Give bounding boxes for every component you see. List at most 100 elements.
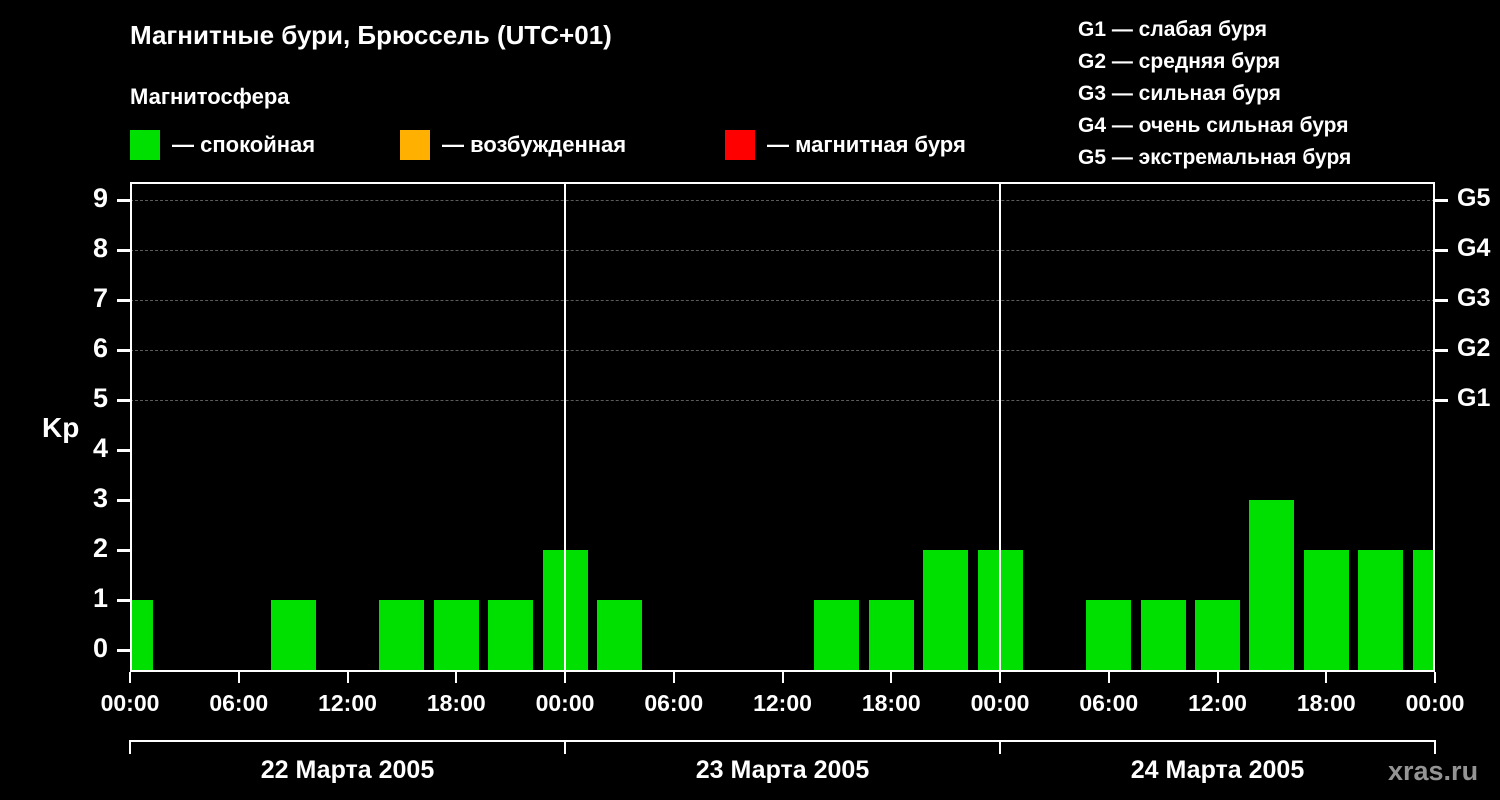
legend-swatch [725,130,755,160]
date-label: 24 Марта 2005 [1130,756,1305,784]
kp-bar [1086,600,1132,672]
magnetosphere-label: Магнитосфера [130,84,290,109]
kp-bar [130,600,153,672]
kp-bar [270,600,316,672]
kp-bar [433,600,479,672]
x-tick [1434,672,1436,683]
x-tick [1107,672,1110,683]
gridline [130,300,1435,301]
x-tick-label: 06:00 [209,690,269,716]
kp-bar [379,600,425,672]
storm-scale-legend: G1 — слабая буря G2 — средняя буря G3 — си… [1078,14,1351,174]
kp-bar [1195,600,1240,672]
legend-swatch [400,130,430,160]
x-tick-label: 00:00 [1405,690,1465,716]
kp-bar [814,600,860,672]
g-level-tick [1435,199,1448,202]
x-tick-label: 00:00 [970,690,1030,716]
y-tick-label: 4 [92,433,108,463]
y-tick-label: 6 [92,333,108,363]
y-tick-label: 2 [92,533,108,563]
g-level-tick [1435,399,1448,402]
legend-item: — магнитная буря [725,130,966,160]
date-axis-tick [999,740,1001,754]
y-tick [117,449,130,452]
kp-bar [1140,600,1186,672]
date-axis-tick [564,740,566,754]
y-tick [117,299,130,302]
kp-bar [1249,500,1295,672]
g-level-tick [1435,249,1448,252]
x-tick-label: 18:00 [426,690,486,716]
legend-item: — возбужденная [400,130,626,160]
storm-scale-line: G1 — слабая буря [1078,18,1268,41]
x-tick-label: 06:00 [1079,690,1139,716]
kp-bar [1412,550,1435,672]
y-axis-title: Kp [42,412,80,443]
g-level-label: G4 [1457,234,1491,262]
x-tick [999,672,1001,683]
legend-label: — магнитная буря [767,132,966,157]
y-tick-label: 9 [92,183,108,213]
legend-item: — спокойная [130,130,315,160]
legend-label: — возбужденная [442,132,627,157]
gridline [130,400,1435,401]
kp-bar [596,600,642,672]
day-divider [999,182,1001,672]
date-label: 22 Марта 2005 [260,756,435,784]
gridline [130,350,1435,351]
gridline [130,250,1435,251]
g-level-label: G1 [1457,384,1491,412]
x-tick-label: 12:00 [753,690,812,716]
x-tick [129,672,131,683]
y-tick [117,199,130,202]
y-tick-label: 5 [92,383,108,413]
date-axis-line [130,740,1435,742]
storm-scale-line: G4 — очень сильная буря [1078,114,1349,137]
x-tick [781,672,784,683]
y-tick-label: 7 [92,283,108,313]
legend-swatch [130,130,160,160]
g-level-tick [1435,299,1448,302]
y-tick [117,349,130,352]
kp-bar [488,600,534,672]
x-tick-label: 18:00 [861,690,921,716]
date-axis-tick [129,740,131,754]
chart-title: Магнитные бури, Брюссель (UTC+01) [130,20,612,50]
x-tick [564,672,566,683]
y-tick [117,649,130,652]
kp-bar [868,600,914,672]
storm-scale-line: G5 — экстремальная буря [1078,146,1352,169]
y-tick [117,249,130,252]
day-divider [564,182,566,672]
x-tick [455,672,458,683]
storm-scale-line: G3 — сильная буря [1078,82,1281,105]
y-tick [117,399,130,402]
x-tick-label: 00:00 [100,690,160,716]
g-level-label: G2 [1457,334,1491,362]
gridline [130,200,1435,201]
legend-label: — спокойная [172,132,316,157]
g-level-tick [1435,349,1448,352]
x-tick [1216,672,1219,683]
g-level-label: G3 [1457,284,1491,312]
y-tick-label: 3 [92,483,108,513]
x-tick [237,672,240,683]
y-tick-label: 1 [92,583,108,613]
plot-area: 0 1 2 3 4 5 6 7 8 9 G1 G2 G3 G4 G5 00:00 06:00 12:00 18:00… [93,182,1490,716]
x-tick-label: 18:00 [1296,690,1356,716]
y-tick [117,499,130,502]
g-level-label: G5 [1457,184,1491,212]
storm-scale-line: G2 — средняя буря [1078,50,1281,73]
y-tick-label: 0 [92,633,108,663]
x-tick [1325,672,1328,683]
x-tick-label: 00:00 [535,690,595,716]
date-axis: 22 Марта 2005 23 Марта 2005 24 Марта 2005 [129,740,1436,800]
y-tick [117,599,130,602]
kp-bar [1303,550,1349,672]
plot-frame [130,182,1435,672]
x-tick-label: 12:00 [318,690,377,716]
y-tick [117,549,130,552]
watermark: xras.ru [1388,756,1479,786]
date-label: 23 Марта 2005 [695,756,870,784]
